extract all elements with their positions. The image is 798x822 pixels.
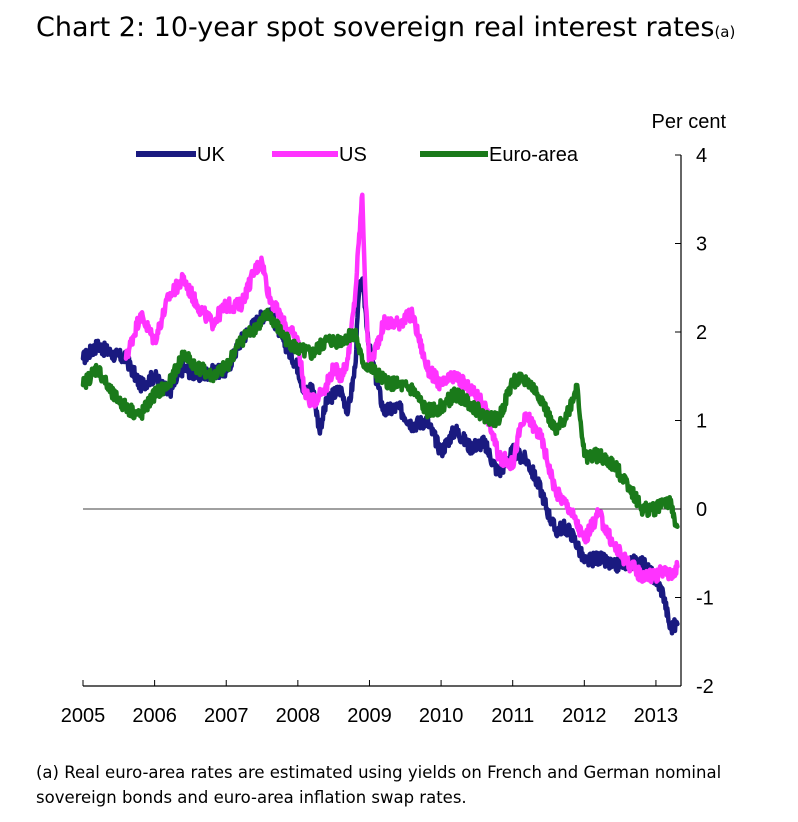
x-tick-label-2013: 2013: [634, 705, 679, 727]
y-tick-label-3: 3: [696, 234, 707, 256]
chart-title: Chart 2: 10-year spot sovereign real int…: [36, 8, 756, 48]
chart-footnote: (a) Real euro-area rates are estimated u…: [36, 763, 722, 807]
x-tick-label-2011: 2011: [491, 705, 534, 727]
x-tick-label-2005: 2005: [61, 705, 106, 727]
chart-title-superscript: (a): [714, 23, 736, 41]
y-tick-label-0: 0: [696, 499, 707, 521]
y-tick-label-4: 4: [696, 145, 707, 167]
y-tick-label--2: -2: [696, 676, 714, 698]
data-series: [80, 192, 680, 636]
chart-legend: UK US Euro-area: [136, 144, 579, 166]
legend-label-euro-area: Euro-area: [489, 144, 579, 166]
x-axis-ticks: 2005 2006 2007 2008 2009 2010 2011 2012 2013: [61, 680, 678, 727]
series-line-uk: [80, 276, 680, 636]
x-tick-label-2012: 2012: [562, 705, 607, 727]
legend-label-us: US: [339, 144, 367, 166]
y-axis-ticks: 4 3 2 1 0 -1 -2: [675, 145, 714, 698]
legend-label-uk: UK: [197, 144, 225, 166]
x-tick-label-2007: 2007: [204, 705, 249, 727]
x-tick-label-2006: 2006: [132, 705, 177, 727]
chart-title-text: Chart 2: 10-year spot sovereign real int…: [36, 12, 715, 43]
x-tick-label-2009: 2009: [347, 705, 392, 727]
x-tick-label-2008: 2008: [276, 705, 321, 727]
y-tick-label-1: 1: [696, 411, 707, 433]
y-tick-label--1: -1: [696, 588, 714, 610]
series-line-us: [123, 192, 680, 585]
series-line-euro-area: [80, 307, 680, 529]
y-tick-label-2: 2: [696, 322, 707, 344]
y-axis-label: Per cent: [652, 111, 727, 133]
x-tick-label-2010: 2010: [419, 705, 464, 727]
